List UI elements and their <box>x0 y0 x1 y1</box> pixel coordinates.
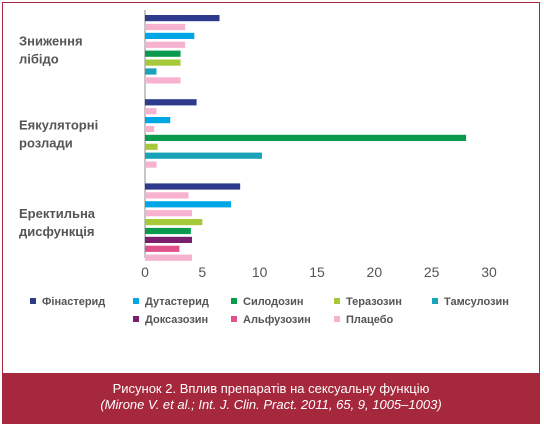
bar-2-5 <box>145 134 467 141</box>
legend-label: Дутастерид <box>145 296 209 308</box>
legend-label: Альфузозин <box>243 314 311 326</box>
bar-3-3 <box>145 201 231 208</box>
bar-3-7 <box>145 236 193 243</box>
category-label: розлади <box>19 135 73 150</box>
bar-2-4 <box>145 125 155 133</box>
legend-swatch <box>231 316 237 322</box>
figure-caption: Рисунок 2. Вплив препаратів на сексуальн… <box>2 373 540 424</box>
legend-swatch <box>334 316 340 322</box>
x-tick-label: 30 <box>481 264 497 280</box>
bar-1-1 <box>145 15 220 22</box>
bar-3-8 <box>145 245 180 252</box>
legend-label: Тамсулозин <box>444 296 509 308</box>
caption-source: (Mirone V. et al.; Int. J. Clin. Pract. … <box>100 397 442 412</box>
bar-2-7 <box>145 152 262 159</box>
bar-3-9 <box>145 254 193 261</box>
figure-frame <box>2 2 540 424</box>
x-tick-label: 25 <box>424 264 440 280</box>
bar-1-6 <box>145 59 181 66</box>
bar-1-3 <box>145 32 195 39</box>
x-tick-label: 15 <box>309 264 325 280</box>
legend-swatch <box>231 298 237 304</box>
bar-1-4 <box>145 41 186 48</box>
bar-3-4 <box>145 210 193 217</box>
category-label: Еякуляторні <box>19 117 98 132</box>
bar-1-8 <box>145 77 181 84</box>
legend-label: Фінастерид <box>42 296 105 308</box>
bar-3-5 <box>145 219 203 226</box>
bar-2-8 <box>145 161 157 168</box>
bar-2-2 <box>145 108 157 115</box>
bar-2-6 <box>145 143 158 150</box>
legend-swatch <box>432 298 438 304</box>
bar-chart: Зниження лібідо Еякуляторні розлади Еректиль… <box>19 10 509 326</box>
x-tick-label: 5 <box>198 264 206 280</box>
bar-1-2 <box>145 23 186 31</box>
caption-title: Рисунок 2. Вплив препаратів на сексуальн… <box>112 381 430 396</box>
bar-2-3 <box>145 117 171 124</box>
x-tick-label: 10 <box>252 264 268 280</box>
legend-label: Силодозин <box>243 296 304 308</box>
category-label: дисфункція <box>19 224 94 239</box>
bar-3-6 <box>145 227 191 235</box>
bar-3-1 <box>145 183 241 190</box>
bar-1-5 <box>145 50 181 57</box>
bar-1-7 <box>145 68 157 75</box>
legend-swatch <box>133 298 139 304</box>
legend-swatch <box>30 298 36 304</box>
category-label: Зниження <box>19 33 83 48</box>
legend-label: Плацебо <box>346 314 394 326</box>
bar-2-1 <box>145 99 197 106</box>
legend-label: Доксазозин <box>145 314 208 326</box>
bar-3-2 <box>145 192 189 199</box>
legend-label: Теразозин <box>346 296 402 308</box>
category-label: лібідо <box>19 51 59 66</box>
legend-swatch <box>133 316 139 322</box>
legend-swatch <box>334 298 340 304</box>
category-label: Еректильна <box>19 206 96 221</box>
x-tick-label: 0 <box>141 264 149 280</box>
x-tick-label: 20 <box>367 264 383 280</box>
